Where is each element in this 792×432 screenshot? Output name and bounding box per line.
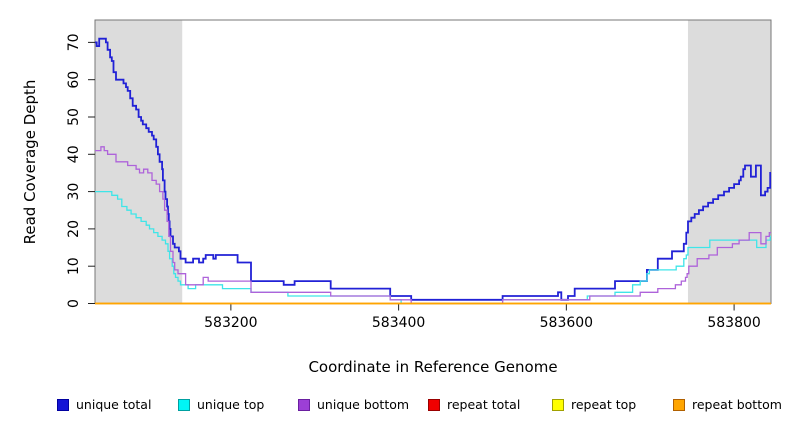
legend-label: unique total: [76, 397, 152, 412]
y-tick-label: 70: [66, 33, 82, 51]
legend-swatch: [428, 399, 440, 411]
legend-swatch: [57, 399, 69, 411]
legend-label: repeat bottom: [692, 397, 782, 412]
series-unique-total: [95, 37, 772, 301]
x-tick-label: 583600: [540, 315, 593, 331]
legend-swatch: [673, 399, 685, 411]
y-tick-label: 40: [66, 145, 82, 163]
coverage-plot: 583200 583400 583600 583800010203040506070 …: [21, 19, 772, 376]
legend-label: unique bottom: [317, 397, 410, 412]
legend-swatch: [298, 399, 310, 411]
x-tick-label: 583800: [707, 315, 760, 331]
y-tick-label: 10: [66, 257, 82, 275]
x-tick-label: 583200: [204, 315, 257, 331]
y-tick-label: 0: [66, 299, 82, 308]
legend-label: repeat total: [447, 397, 521, 412]
legend-label: unique top: [197, 397, 265, 412]
shaded-region: [687, 20, 771, 304]
y-tick-label: 30: [66, 183, 82, 201]
x-axis-title: Coordinate in Reference Genome: [308, 358, 557, 376]
shaded-region: [95, 20, 183, 304]
series-unique-top: [95, 190, 771, 305]
y-tick-label: 50: [66, 108, 82, 126]
y-axis-title: Read Coverage Depth: [21, 80, 39, 245]
x-tick-label: 583400: [372, 315, 425, 331]
y-tick-label: 60: [66, 71, 82, 89]
legend-swatch: [552, 399, 564, 411]
legend-label: repeat top: [571, 397, 637, 412]
legend-swatch: [178, 399, 190, 411]
legend: unique total unique top unique bottom repea…: [0, 396, 792, 420]
y-tick-label: 20: [66, 220, 82, 238]
series-unique-bottom: [95, 146, 771, 305]
plot-border: [94, 19, 772, 304]
